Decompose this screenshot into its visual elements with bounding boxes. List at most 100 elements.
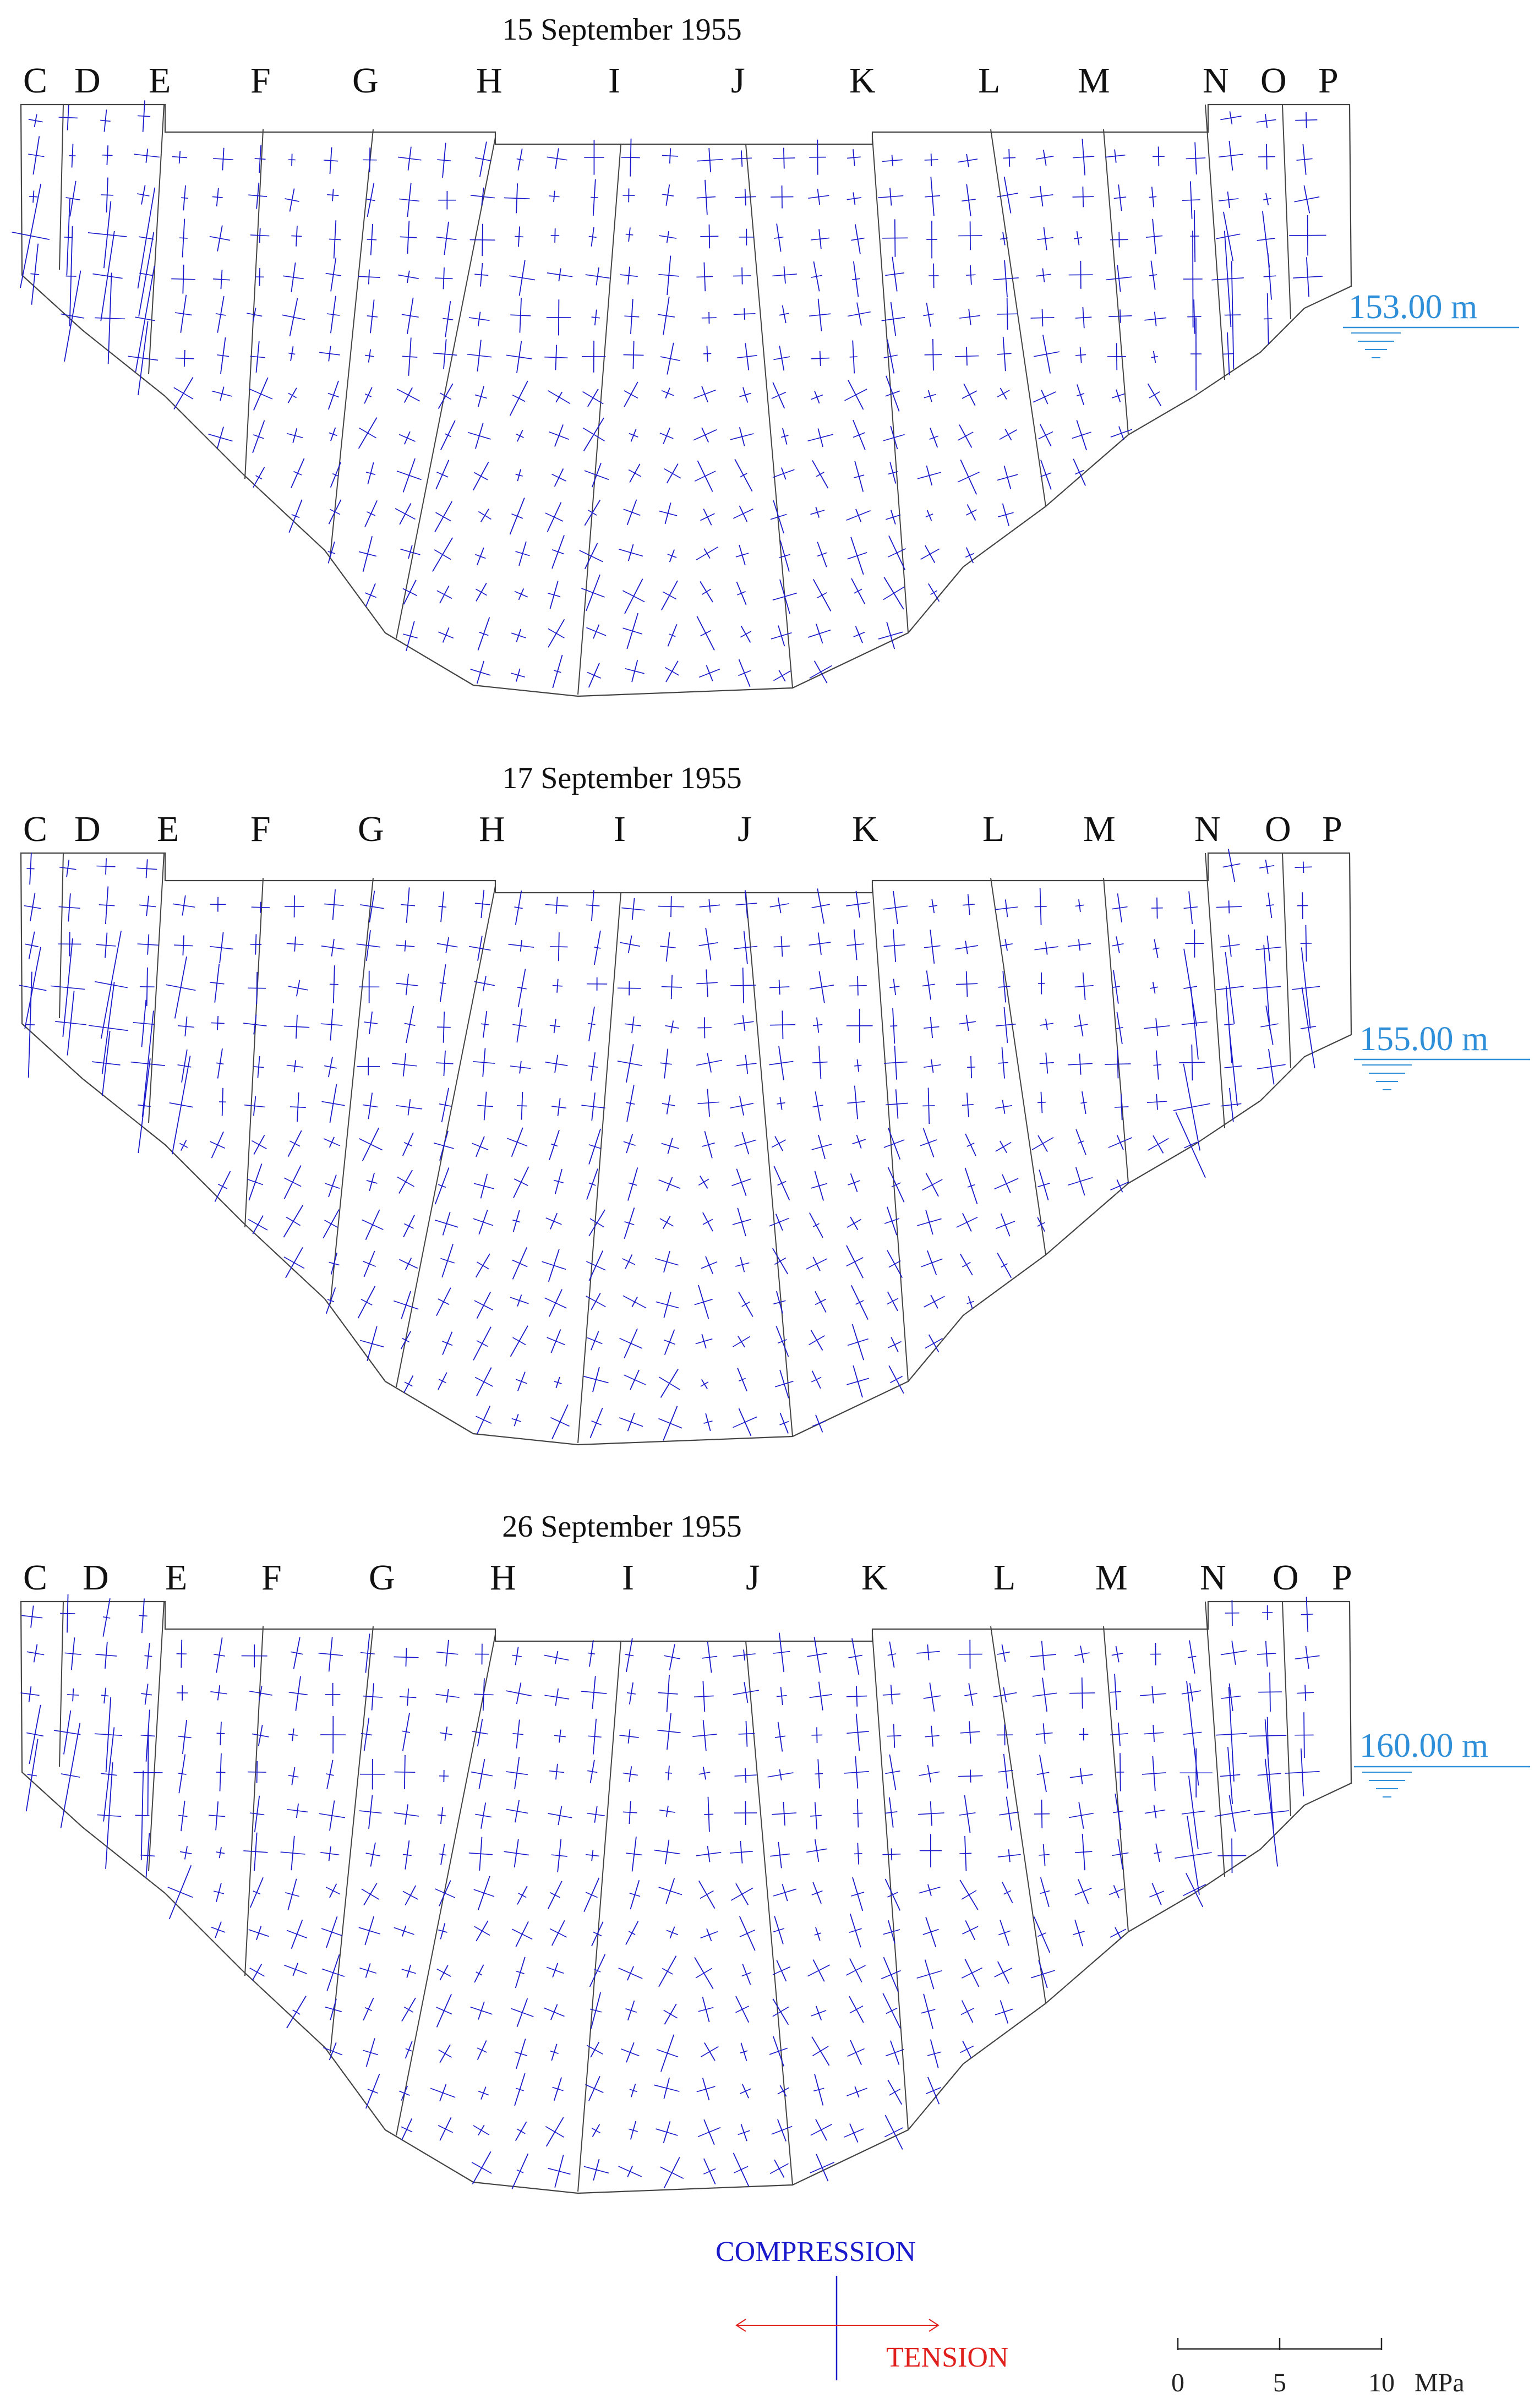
compression-stress-mark bbox=[585, 2084, 604, 2093]
compression-stress-mark bbox=[26, 1651, 45, 1656]
compression-stress-mark bbox=[286, 1064, 304, 1068]
compression-stress-mark bbox=[660, 356, 681, 362]
compression-stress-mark bbox=[1255, 946, 1282, 950]
compression-stress-mark bbox=[511, 1418, 521, 1422]
compression-stress-mark bbox=[516, 158, 524, 161]
compression-stress-mark bbox=[959, 1021, 976, 1025]
compression-stress-mark bbox=[1292, 986, 1320, 990]
compression-stress-mark bbox=[884, 1061, 908, 1064]
compression-stress-mark bbox=[212, 278, 231, 281]
compression-stress-mark bbox=[663, 2009, 678, 2019]
water-level-label: 155.00 m bbox=[1359, 1020, 1488, 1058]
dam-outline bbox=[20, 852, 1352, 1446]
compression-stress-mark bbox=[249, 1968, 265, 1977]
compression-stress-mark bbox=[997, 193, 1018, 198]
compression-stress-mark bbox=[883, 1929, 900, 1935]
compression-stress-mark bbox=[1033, 391, 1056, 403]
column-label: C bbox=[23, 61, 47, 101]
compression-stress-mark bbox=[729, 1850, 753, 1854]
compression-stress-mark bbox=[437, 159, 451, 162]
compression-stress-mark bbox=[814, 1932, 822, 1936]
compression-stress-mark bbox=[733, 1416, 757, 1428]
compression-stress-mark bbox=[1031, 1970, 1055, 1979]
compression-stress-mark bbox=[658, 1376, 680, 1390]
compression-stress-mark bbox=[435, 1693, 460, 1698]
compression-stress-mark bbox=[702, 1656, 718, 1659]
column-label: G bbox=[369, 1558, 395, 1598]
compression-stress-mark bbox=[210, 1141, 226, 1149]
compression-stress-mark bbox=[178, 1815, 188, 1817]
compression-stress-mark bbox=[514, 1178, 528, 1186]
compression-stress-mark bbox=[698, 1178, 709, 1186]
compression-stress-mark bbox=[1074, 1024, 1088, 1028]
compression-stress-mark bbox=[247, 313, 263, 317]
compression-stress-mark bbox=[1220, 116, 1242, 121]
compression-stress-mark bbox=[929, 435, 938, 440]
compression-stress-mark bbox=[550, 2050, 559, 2055]
water-level-label: 153.00 m bbox=[1348, 288, 1477, 326]
compression-stress-mark bbox=[321, 1101, 345, 1106]
compression-stress-mark bbox=[845, 1965, 866, 1976]
compression-stress-mark bbox=[547, 592, 561, 597]
compression-stress-mark bbox=[741, 1301, 750, 1307]
compression-stress-mark bbox=[733, 1336, 750, 1347]
compression-stress-mark bbox=[512, 1024, 527, 1027]
compression-stress-mark bbox=[664, 666, 680, 676]
compression-stress-mark bbox=[881, 316, 905, 321]
compression-stress-mark bbox=[473, 1183, 494, 1189]
column-label: J bbox=[731, 61, 745, 101]
compression-stress-mark bbox=[1220, 1650, 1247, 1656]
compression-stress-mark bbox=[844, 389, 867, 401]
compression-stress-mark bbox=[506, 354, 532, 359]
compression-stress-mark bbox=[323, 2047, 343, 2056]
column-label: O bbox=[1265, 809, 1291, 849]
compression-stress-mark bbox=[664, 1340, 675, 1345]
compression-stress-mark bbox=[365, 354, 374, 357]
compression-stress-mark bbox=[327, 194, 339, 196]
compression-stress-mark bbox=[585, 1892, 598, 1898]
compression-stress-mark bbox=[1003, 1890, 1012, 1895]
compression-stress-mark bbox=[282, 314, 305, 320]
compression-stress-mark bbox=[1144, 1809, 1166, 1814]
compression-stress-mark bbox=[30, 273, 40, 275]
compression-stress-mark bbox=[917, 1218, 942, 1226]
compression-stress-mark bbox=[658, 905, 685, 908]
compression-stress-mark bbox=[434, 1888, 455, 1898]
joint-line bbox=[1282, 1601, 1291, 1817]
compression-stress-mark bbox=[1221, 1103, 1242, 1107]
compression-stress-mark bbox=[325, 1183, 340, 1189]
column-label: F bbox=[261, 1558, 282, 1598]
compression-stress-mark bbox=[24, 905, 41, 909]
compression-stress-mark bbox=[629, 2089, 637, 2092]
water-level-marker: 155.00 m bbox=[1354, 1020, 1530, 1090]
column-label: N bbox=[1200, 1558, 1226, 1598]
compression-stress-mark bbox=[848, 1180, 860, 1185]
compression-stress-mark bbox=[1266, 904, 1274, 906]
scale-tick-label: 0 bbox=[1171, 2368, 1184, 2397]
water-level-icon bbox=[1362, 1772, 1412, 1797]
compression-stress-mark bbox=[888, 1260, 901, 1268]
compression-stress-mark bbox=[470, 669, 491, 676]
compression-stress-mark bbox=[622, 590, 645, 603]
compression-stress-mark bbox=[61, 313, 85, 319]
compression-stress-mark bbox=[581, 1691, 607, 1695]
compression-stress-mark bbox=[547, 156, 567, 161]
compression-stress-mark bbox=[735, 2006, 750, 2013]
compression-stress-mark bbox=[625, 2008, 637, 2013]
compression-stress-mark bbox=[779, 554, 790, 558]
compression-stress-mark bbox=[729, 1102, 754, 1109]
compression-stress-mark bbox=[511, 1928, 533, 1940]
compression-stress-mark bbox=[777, 1181, 787, 1186]
compression-stress-mark bbox=[738, 2130, 750, 2135]
compression-stress-mark bbox=[1215, 1733, 1247, 1736]
water-level-icon bbox=[1362, 1064, 1412, 1090]
compression-stress-mark bbox=[700, 1931, 718, 1939]
joint-line bbox=[396, 886, 496, 1387]
compression-stress-mark bbox=[813, 2088, 824, 2092]
compression-stress-mark bbox=[847, 1378, 869, 1385]
compression-stress-mark bbox=[1068, 1063, 1093, 1066]
column-label: D bbox=[83, 1558, 109, 1598]
compression-stress-mark bbox=[740, 2088, 751, 2094]
compression-stress-mark bbox=[769, 986, 790, 988]
